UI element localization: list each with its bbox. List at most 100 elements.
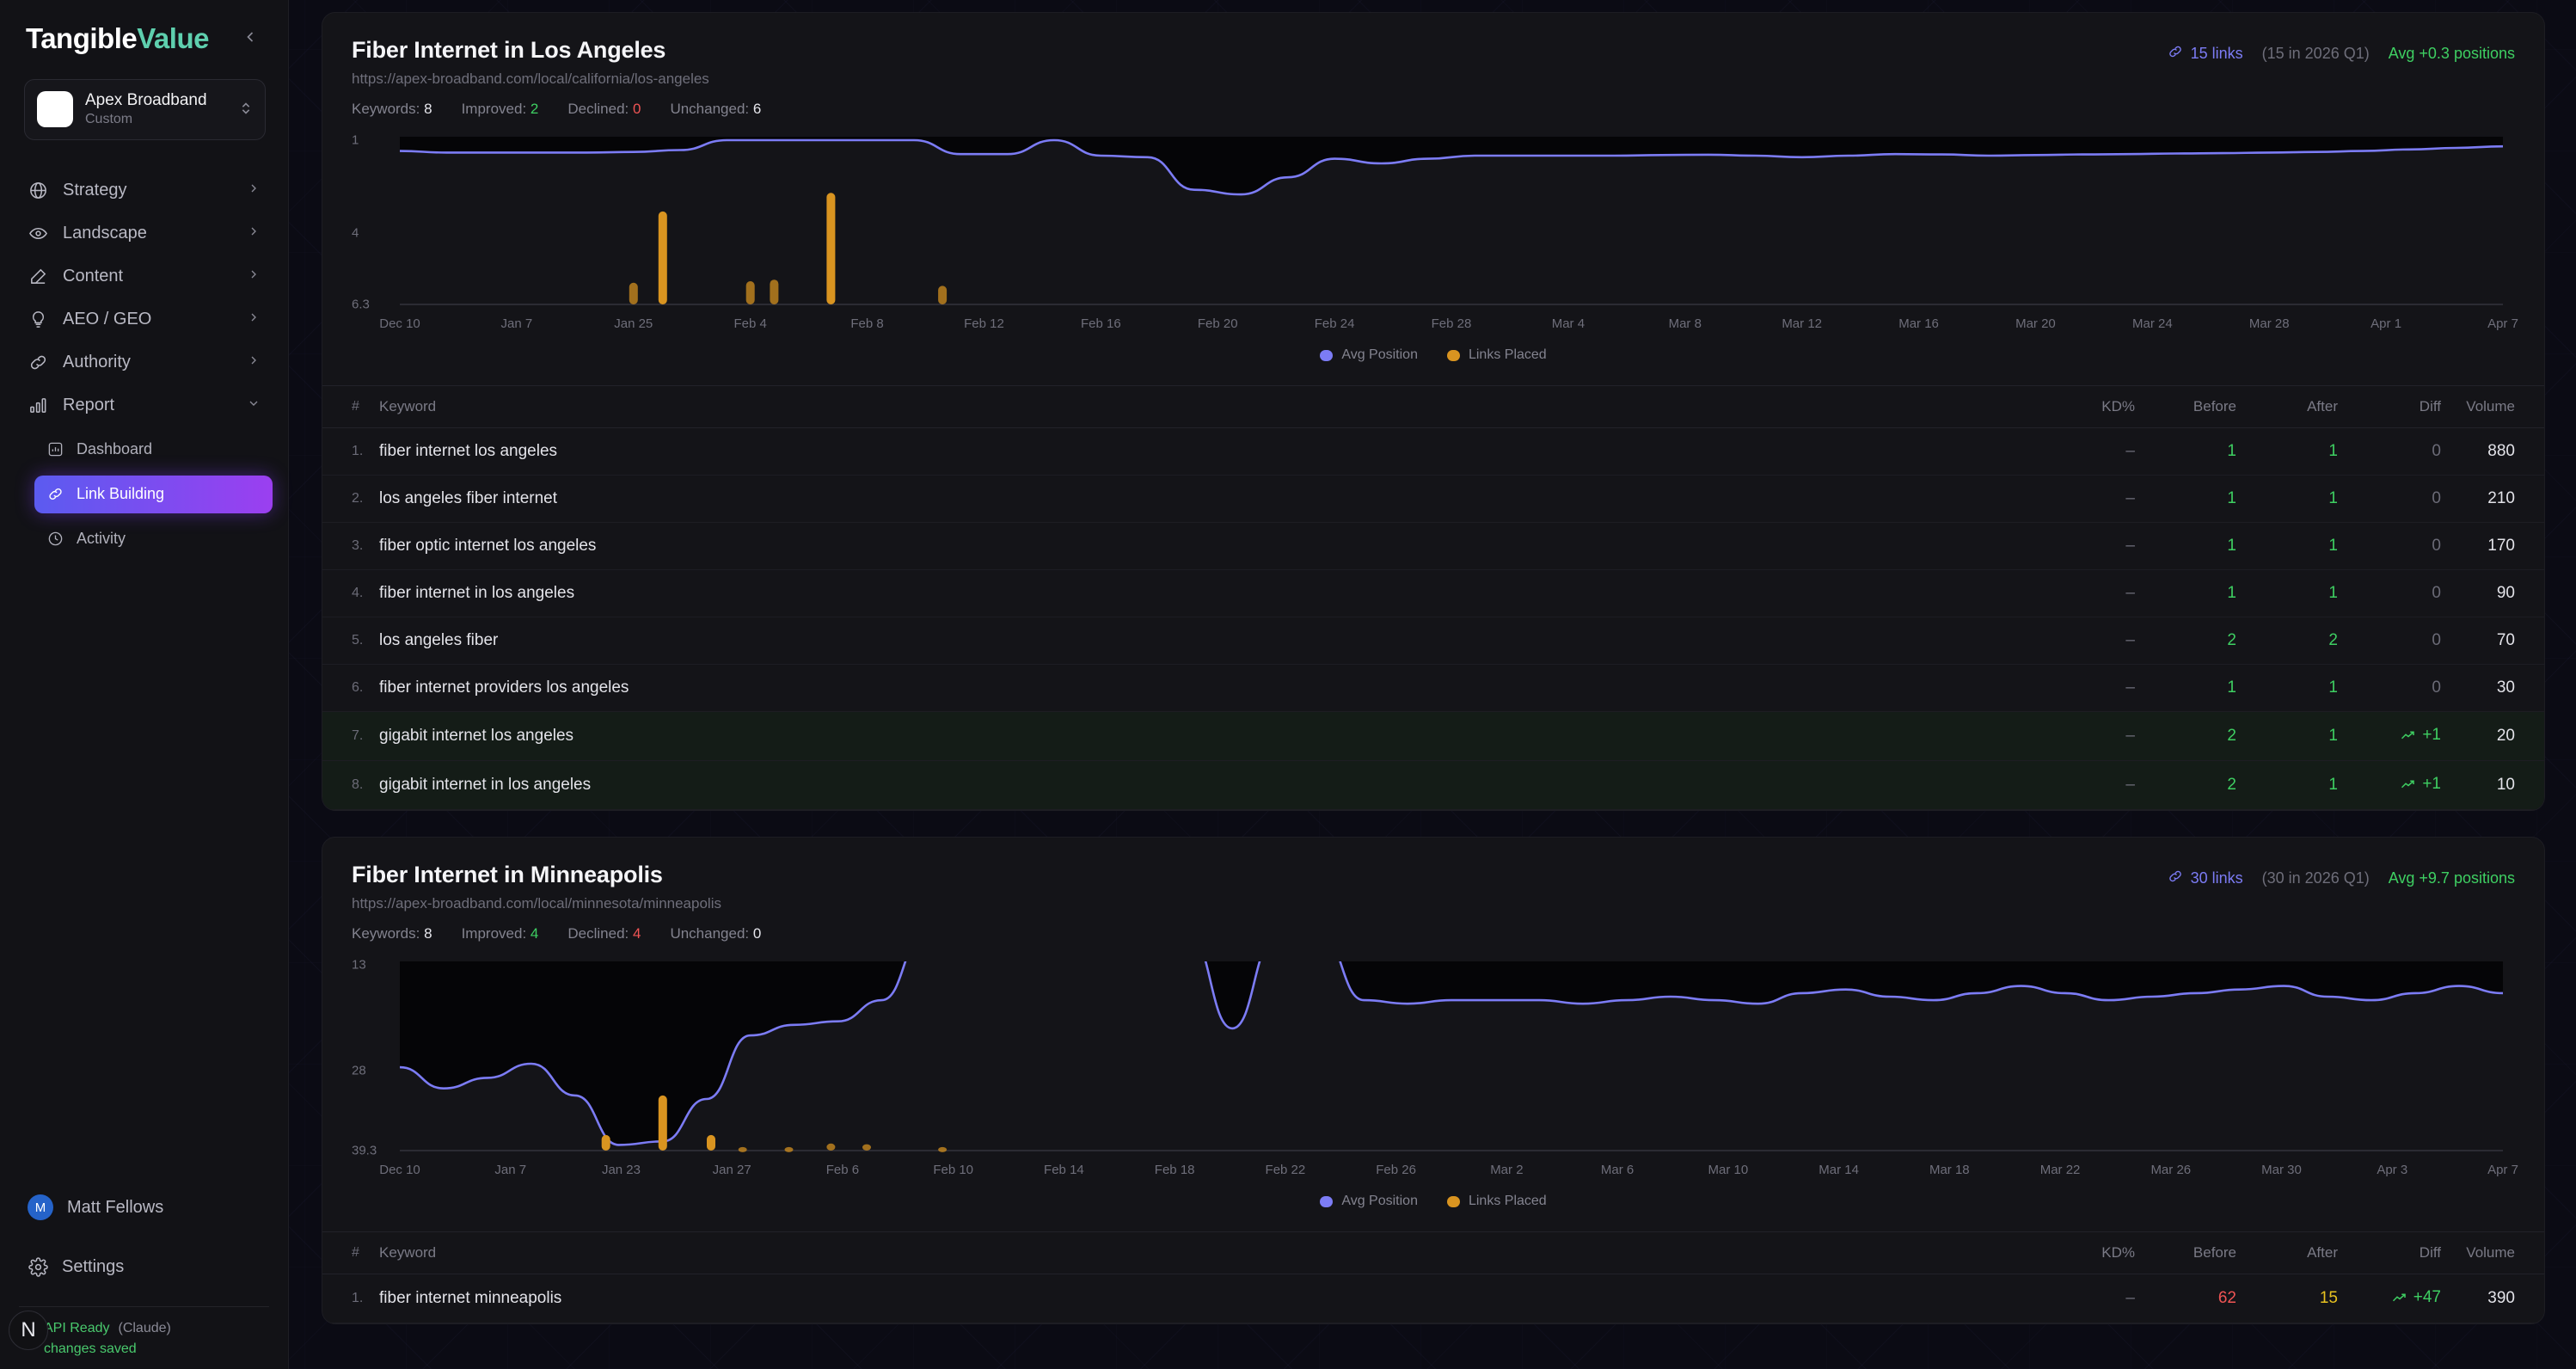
- x-axis-tick: Feb 20: [1197, 316, 1238, 331]
- row-keyword[interactable]: fiber optic internet los angeles: [379, 522, 2040, 570]
- table-row[interactable]: 1. fiber internet los angeles –1 1 0 880: [322, 427, 2544, 476]
- row-keyword[interactable]: fiber internet in los angeles: [379, 569, 2040, 617]
- row-keyword[interactable]: fiber internet los angeles: [379, 427, 2040, 476]
- col-kd[interactable]: KD%: [2040, 385, 2135, 428]
- table-row[interactable]: 7. gigabit internet los angeles –2 1 +1 20: [322, 711, 2544, 761]
- user-profile[interactable]: M Matt Fellows: [15, 1184, 273, 1231]
- table-header-row: # Keyword KD% Before After Diff Volume: [322, 1231, 2544, 1274]
- avatar: M: [28, 1194, 53, 1220]
- legend-item-links-placed: Links Placed: [1446, 1194, 1547, 1209]
- diff-value: 0: [2432, 678, 2441, 697]
- declined-value: 4: [632, 925, 641, 942]
- row-keyword[interactable]: los angeles fiber: [379, 617, 2040, 665]
- sidebar-item-link-building[interactable]: Link Building: [34, 475, 273, 513]
- col-volume[interactable]: Volume: [2441, 385, 2544, 428]
- table-row[interactable]: 1. fiber internet minneapolis –62 15 +47 390: [322, 1274, 2544, 1323]
- brand-accent: Value: [137, 22, 209, 54]
- links-count-chip[interactable]: 15 links: [2168, 44, 2243, 64]
- sidebar-item-settings[interactable]: Settings: [15, 1246, 273, 1287]
- col-index[interactable]: #: [322, 1231, 379, 1274]
- row-keyword[interactable]: fiber internet minneapolis: [379, 1274, 2040, 1323]
- diff-value: 0: [2432, 584, 2441, 602]
- col-after[interactable]: After: [2236, 385, 2338, 428]
- row-index: 1.: [322, 1274, 379, 1323]
- col-volume[interactable]: Volume: [2441, 1231, 2544, 1274]
- keywords-label: Keywords:: [352, 101, 420, 117]
- row-before: 1: [2135, 664, 2236, 712]
- diff-value: 0: [2432, 489, 2441, 507]
- col-kd[interactable]: KD%: [2040, 1231, 2135, 1274]
- workspace-switcher[interactable]: Apex Broadband Custom: [24, 79, 266, 140]
- x-axis-tick: Feb 6: [825, 1163, 860, 1177]
- x-axis-tick: Mar 2: [1490, 1163, 1524, 1177]
- table-header-row: # Keyword KD% Before After Diff Volume: [322, 385, 2544, 428]
- x-axis-tick: Feb 12: [964, 316, 1004, 331]
- x-axis-tick: Mar 30: [2261, 1163, 2302, 1177]
- table-row[interactable]: 2. los angeles fiber internet –1 1 0 210: [322, 475, 2544, 523]
- y-axis-tick: 13: [352, 957, 366, 973]
- table-row[interactable]: 3. fiber optic internet los angeles –1 1 0 17…: [322, 522, 2544, 570]
- sidebar-item-content[interactable]: Content: [15, 255, 273, 298]
- x-axis-tick: Feb 24: [1314, 316, 1355, 331]
- row-keyword[interactable]: gigabit internet los angeles: [379, 711, 2040, 761]
- row-kd: –: [2040, 427, 2135, 476]
- table-row[interactable]: 5. los angeles fiber –2 2 0 70: [322, 617, 2544, 665]
- col-keyword[interactable]: Keyword: [379, 385, 2040, 428]
- row-diff: 0: [2338, 427, 2441, 476]
- row-keyword[interactable]: gigabit internet in los angeles: [379, 760, 2040, 810]
- x-axis-tick: Mar 24: [2131, 316, 2173, 331]
- link-icon: [2168, 869, 2183, 888]
- table-row[interactable]: 4. fiber internet in los angeles –1 1 0 90: [322, 569, 2544, 617]
- row-volume: 210: [2441, 475, 2544, 523]
- sidebar-item-dashboard[interactable]: Dashboard: [34, 431, 273, 469]
- avg-position-chart[interactable]: 13 28 39.3: [352, 957, 2515, 1159]
- unchanged-value: 0: [752, 925, 762, 942]
- y-axis-tick: 4: [352, 225, 359, 241]
- col-index[interactable]: #: [322, 385, 379, 428]
- links-placed-bar: [601, 1134, 610, 1151]
- sidebar-item-strategy[interactable]: Strategy: [15, 169, 273, 212]
- avg-position-chart[interactable]: 1 4 6.3: [352, 133, 2515, 313]
- sidebar: TangibleValue Apex Broadband Custom Stra…: [0, 0, 289, 1369]
- row-volume: 390: [2441, 1274, 2544, 1323]
- col-after[interactable]: After: [2236, 1231, 2338, 1274]
- row-after: 1: [2236, 711, 2338, 761]
- x-axis-tick: Mar 12: [1782, 316, 1822, 331]
- row-after: 1: [2236, 760, 2338, 810]
- table-row[interactable]: 6. fiber internet providers los angeles –1…: [322, 664, 2544, 712]
- row-volume: 70: [2441, 617, 2544, 665]
- chevron-left-icon[interactable]: [235, 25, 266, 52]
- dev-tools-badge[interactable]: N: [9, 1311, 48, 1350]
- card-url: https://apex-broadband.com/local/minneso…: [352, 895, 721, 912]
- sidebar-item-report[interactable]: Report: [15, 384, 273, 427]
- col-diff[interactable]: Diff: [2338, 1231, 2441, 1274]
- row-before: 2: [2135, 711, 2236, 761]
- chart-plot: [400, 137, 2503, 305]
- row-keyword[interactable]: fiber internet providers los angeles: [379, 664, 2040, 712]
- row-diff: 0: [2338, 522, 2441, 570]
- links-count-chip[interactable]: 30 links: [2168, 869, 2243, 888]
- legend-item-links-placed: Links Placed: [1446, 347, 1547, 363]
- footer-divider: [19, 1306, 269, 1307]
- workspace-plan: Custom: [85, 111, 133, 126]
- sidebar-item-label: Content: [63, 267, 124, 286]
- col-keyword[interactable]: Keyword: [379, 1231, 2040, 1274]
- col-diff[interactable]: Diff: [2338, 385, 2441, 428]
- sidebar-item-authority[interactable]: Authority: [15, 341, 273, 384]
- row-index: 4.: [322, 569, 379, 617]
- row-keyword[interactable]: los angeles fiber internet: [379, 475, 2040, 523]
- links-count-label: 15 links: [2190, 45, 2243, 62]
- row-before: 1: [2135, 569, 2236, 617]
- col-before[interactable]: Before: [2135, 385, 2236, 428]
- sidebar-item-activity[interactable]: Activity: [34, 520, 273, 558]
- sidebar-item-landscape[interactable]: Landscape: [15, 212, 273, 255]
- link-icon: [46, 486, 64, 503]
- user-name: Matt Fellows: [67, 1197, 164, 1217]
- links-period-label: (30 in 2026 Q1): [2261, 869, 2370, 887]
- row-kd: –: [2040, 760, 2135, 810]
- diff-value: +47: [2413, 1288, 2441, 1306]
- sidebar-item-aeo-geo[interactable]: AEO / GEO: [15, 298, 273, 341]
- table-row[interactable]: 8. gigabit internet in los angeles –2 1 +1 10: [322, 760, 2544, 810]
- row-kd: –: [2040, 711, 2135, 761]
- col-before[interactable]: Before: [2135, 1231, 2236, 1274]
